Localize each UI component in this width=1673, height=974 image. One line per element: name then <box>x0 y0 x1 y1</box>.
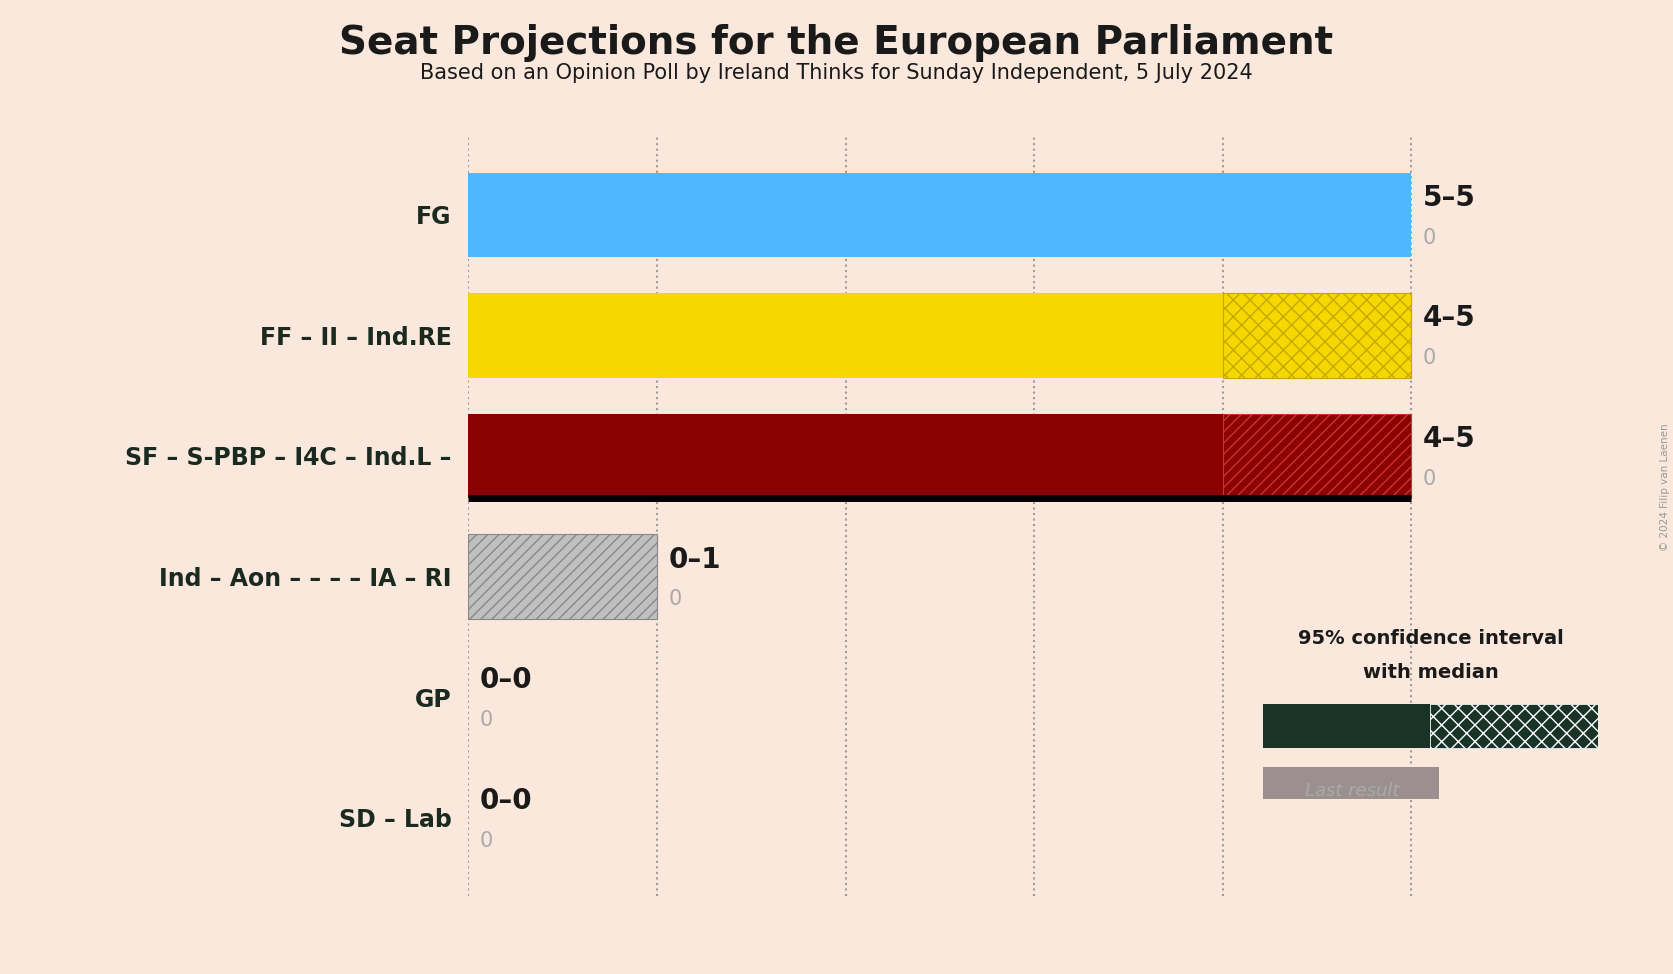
Text: Based on an Opinion Poll by Ireland Thinks for Sunday Independent, 5 July 2024: Based on an Opinion Poll by Ireland Thin… <box>420 63 1253 84</box>
Bar <box>468 293 1223 378</box>
Bar <box>1223 414 1412 498</box>
Bar <box>1223 293 1412 378</box>
Text: 95% confidence interval: 95% confidence interval <box>1298 628 1563 648</box>
Text: 0: 0 <box>1422 228 1435 247</box>
Text: Last result: Last result <box>1305 782 1399 800</box>
Bar <box>468 414 1223 498</box>
Text: © 2024 Filip van Laenen: © 2024 Filip van Laenen <box>1660 423 1670 551</box>
Bar <box>1263 703 1430 748</box>
Bar <box>468 535 657 618</box>
Bar <box>468 172 1412 257</box>
Text: 4–5: 4–5 <box>1422 305 1476 332</box>
Text: 0: 0 <box>668 589 681 610</box>
Text: with median: with median <box>1362 662 1499 682</box>
Bar <box>1430 703 1598 748</box>
Text: 0–1: 0–1 <box>668 545 721 574</box>
Text: 5–5: 5–5 <box>1422 184 1476 212</box>
Bar <box>1263 767 1439 800</box>
Text: 0–0: 0–0 <box>480 666 532 694</box>
Text: 0: 0 <box>480 831 494 850</box>
Text: 4–5: 4–5 <box>1422 425 1476 453</box>
Text: 0: 0 <box>1422 468 1435 489</box>
Text: Seat Projections for the European Parliament: Seat Projections for the European Parlia… <box>340 24 1333 62</box>
Text: 0: 0 <box>480 710 494 730</box>
Text: 0–0: 0–0 <box>480 787 532 815</box>
Text: 0: 0 <box>1422 349 1435 368</box>
